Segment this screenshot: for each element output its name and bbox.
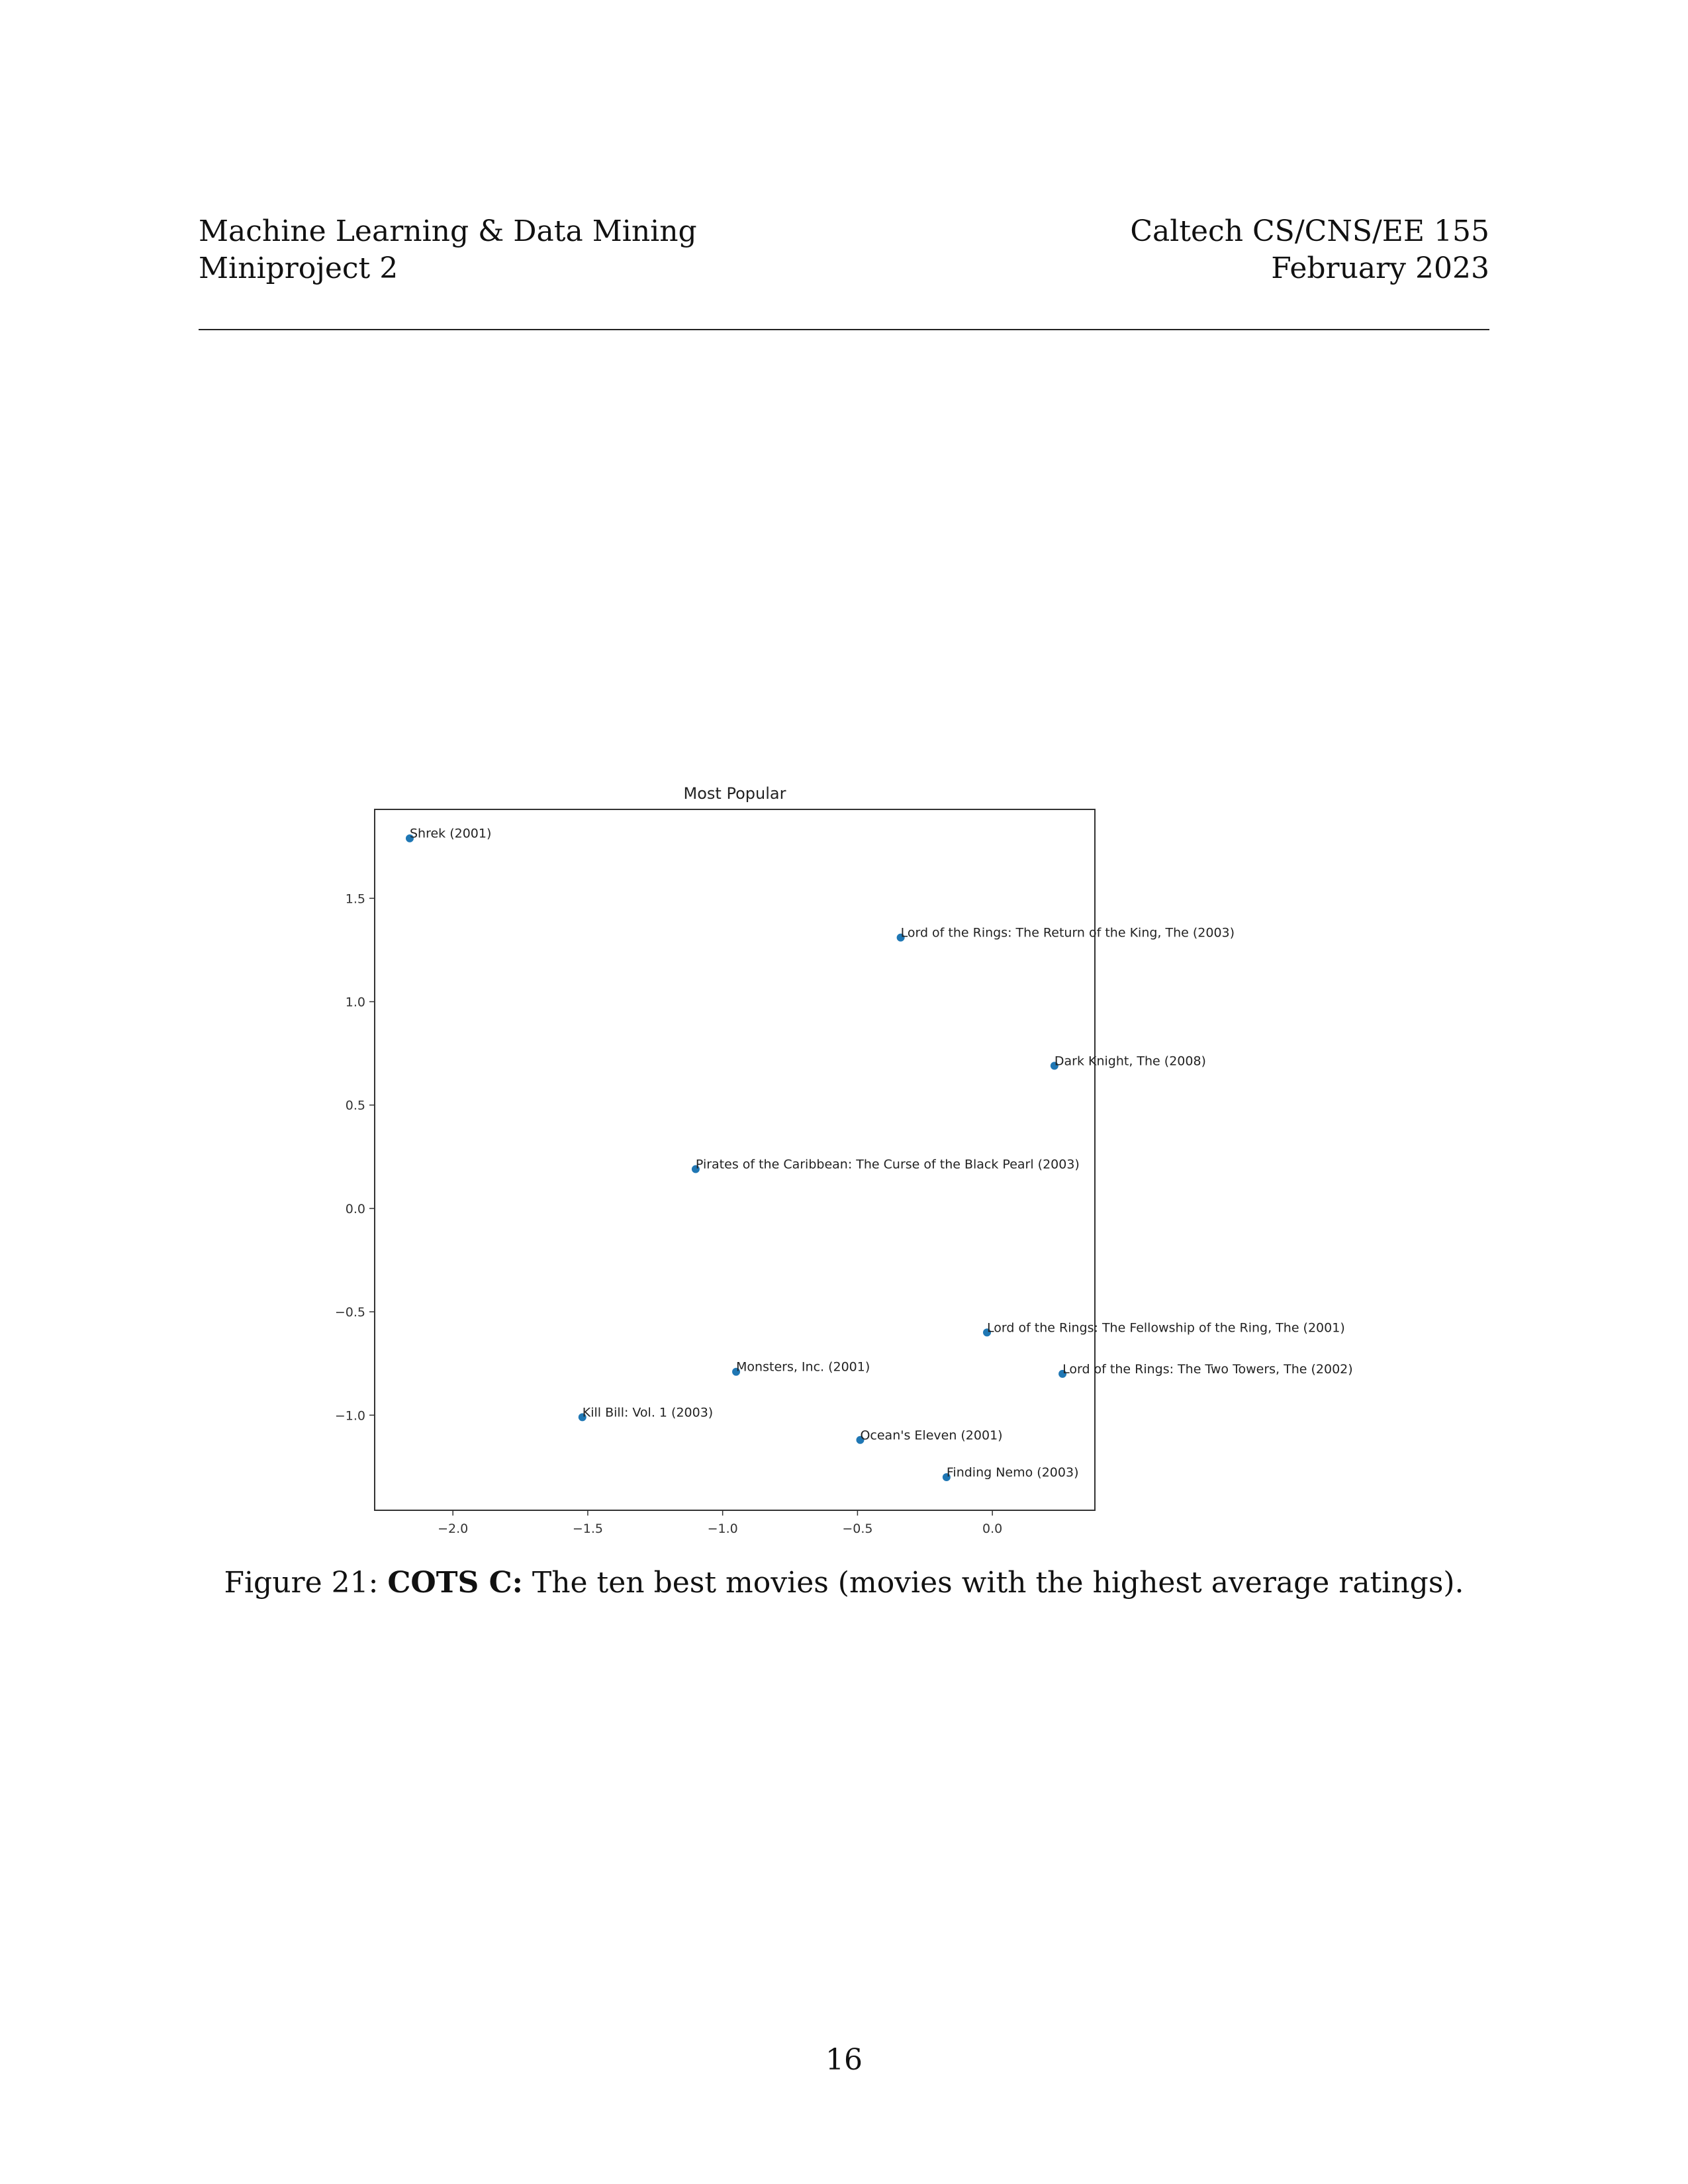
- date: February 2023: [1271, 251, 1489, 285]
- x-tick-label: −1.5: [573, 1522, 603, 1536]
- y-tick-label: −1.0: [335, 1408, 365, 1423]
- y-tick-label: −0.5: [335, 1305, 365, 1320]
- data-point: [578, 1413, 586, 1422]
- y-tick-label: 1.0: [346, 995, 365, 1010]
- caption-text: The ten best movies (movies with the hig…: [522, 1566, 1464, 1600]
- point-label: Monsters, Inc. (2001): [736, 1360, 870, 1375]
- data-point: [896, 933, 905, 942]
- x-tick-label: −0.5: [842, 1522, 872, 1536]
- point-label: Lord of the Rings: The Two Towers, The (…: [1062, 1362, 1353, 1377]
- data-point: [691, 1165, 700, 1173]
- data-point: [942, 1473, 951, 1482]
- point-label: Finding Nemo (2003): [947, 1465, 1079, 1480]
- y-tick-label: 1.5: [346, 891, 365, 906]
- data-point: [856, 1435, 865, 1444]
- y-tick-label: 0.5: [346, 1099, 365, 1113]
- caption-prefix: Figure 21:: [224, 1566, 388, 1600]
- page-number: 16: [825, 2043, 863, 2077]
- data-point: [1050, 1062, 1058, 1070]
- running-header-left: Machine Learning & Data Mining Miniproje…: [199, 213, 697, 287]
- x-tick-label: −1.0: [708, 1522, 738, 1536]
- course-code: Caltech CS/CNS/EE 155: [1130, 214, 1489, 248]
- point-label: Ocean's Eleven (2001): [860, 1428, 1002, 1443]
- point-label: Pirates of the Caribbean: The Curse of t…: [696, 1158, 1080, 1172]
- data-point: [732, 1367, 741, 1376]
- point-label: Lord of the Rings: The Fellowship of the…: [987, 1320, 1345, 1335]
- chart-title: Most Popular: [684, 784, 786, 803]
- data-point: [1058, 1369, 1067, 1378]
- x-tick-label: −2.0: [438, 1522, 468, 1536]
- y-tick-label: 0.0: [346, 1202, 365, 1216]
- figure-caption: Figure 21: COTS C: The ten best movies (…: [0, 1565, 1688, 1602]
- caption-bold: COTS C:: [387, 1566, 523, 1600]
- running-header-right: Caltech CS/CNS/EE 155 February 2023: [1130, 213, 1489, 287]
- point-label: Shrek (2001): [410, 827, 491, 841]
- header-rule: [199, 329, 1489, 330]
- point-label: Dark Knight, The (2008): [1055, 1054, 1206, 1068]
- course-title: Machine Learning & Data Mining: [199, 214, 697, 248]
- point-label: Kill Bill: Vol. 1 (2003): [583, 1405, 713, 1420]
- data-point: [405, 834, 414, 842]
- plot-frame: [374, 809, 1096, 1511]
- project-name: Miniproject 2: [199, 251, 399, 285]
- data-point: [983, 1328, 992, 1337]
- x-tick-label: 0.0: [982, 1522, 1002, 1536]
- point-label: Lord of the Rings: The Return of the Kin…: [901, 926, 1235, 940]
- scatter-chart: Most Popular −2.0 −1.5 −1.0 −0.5 0.0 1.5 1.0 0.5…: [335, 784, 1353, 1536]
